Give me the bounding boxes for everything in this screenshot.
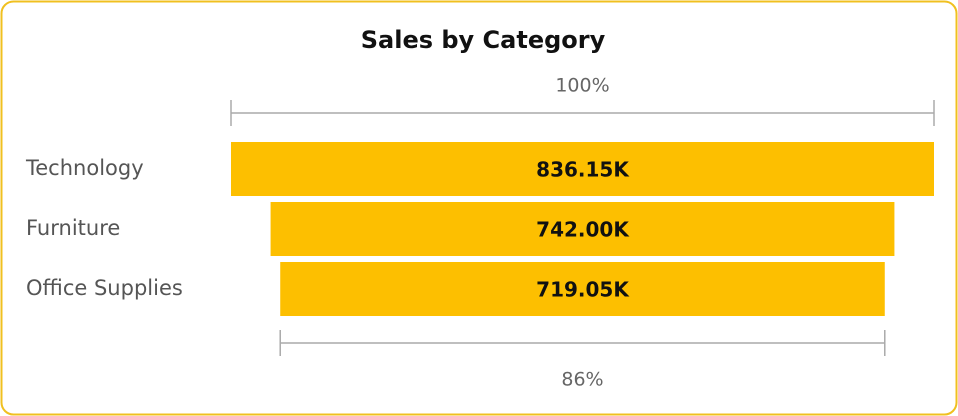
- category-label: Office Supplies: [26, 276, 183, 300]
- value-label: 742.00K: [536, 218, 630, 242]
- value-label: 719.05K: [536, 278, 630, 302]
- bar: [280, 262, 885, 316]
- value-label: 836.15K: [536, 158, 630, 182]
- bar: [231, 142, 934, 196]
- percent-label: 100%: [555, 75, 609, 97]
- category-label: Furniture: [26, 216, 120, 240]
- category-label: Technology: [25, 156, 144, 180]
- bar: [270, 202, 895, 256]
- percent-label: 86%: [561, 369, 603, 391]
- chart-title: Sales by Category: [361, 26, 606, 54]
